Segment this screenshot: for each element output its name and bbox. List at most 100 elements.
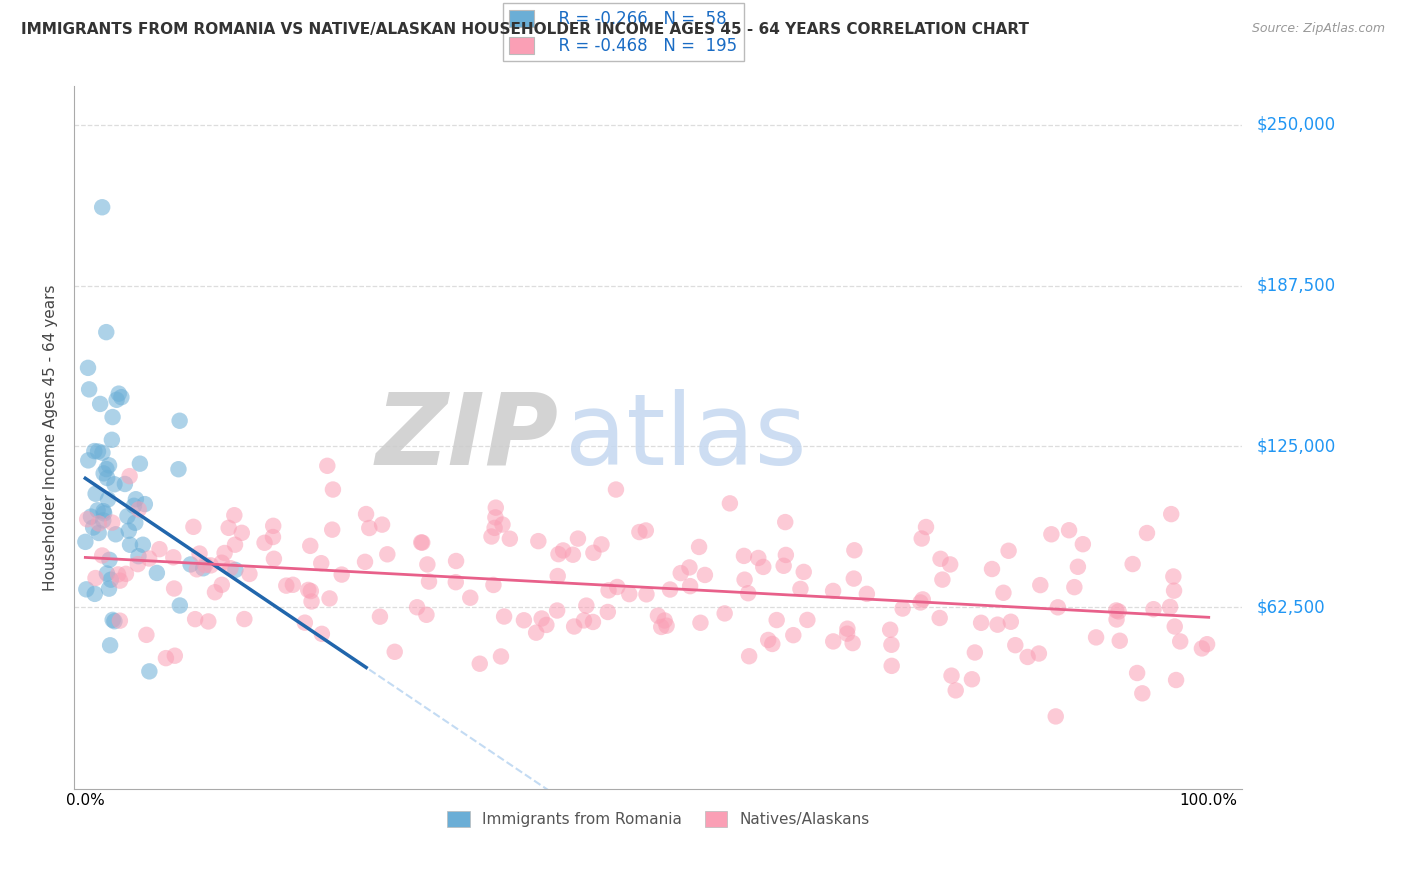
Point <box>482 578 505 592</box>
Point <box>678 560 700 574</box>
Point <box>97 492 120 507</box>
Point <box>1136 526 1159 541</box>
Point <box>693 568 716 582</box>
Point <box>1105 612 1128 626</box>
Point <box>960 673 983 687</box>
Point <box>411 535 433 549</box>
Point <box>299 539 322 553</box>
Point <box>789 582 811 596</box>
Point <box>98 553 121 567</box>
Point <box>650 620 672 634</box>
Point <box>138 665 160 679</box>
Point <box>98 638 121 652</box>
Point <box>163 648 186 663</box>
Point <box>1028 647 1050 661</box>
Point <box>484 521 506 535</box>
Point <box>124 516 146 530</box>
Point <box>761 637 783 651</box>
Point <box>224 508 246 523</box>
Point <box>103 477 125 491</box>
Point <box>262 530 284 544</box>
Point <box>491 517 513 532</box>
Point <box>636 587 658 601</box>
Point <box>481 529 503 543</box>
Point <box>167 462 190 476</box>
Point <box>713 607 735 621</box>
Point <box>842 572 865 586</box>
Point <box>793 565 815 579</box>
Point <box>354 555 377 569</box>
Point <box>91 513 114 527</box>
Point <box>100 573 122 587</box>
Point <box>128 502 150 516</box>
Point <box>83 444 105 458</box>
Point <box>162 550 184 565</box>
Point <box>82 520 104 534</box>
Point <box>86 503 108 517</box>
Point <box>155 651 177 665</box>
Point <box>986 617 1008 632</box>
Point <box>856 587 879 601</box>
Point <box>75 534 97 549</box>
Text: $250,000: $250,000 <box>1257 116 1336 134</box>
Point <box>169 414 191 428</box>
Point <box>782 628 804 642</box>
Point <box>1029 578 1052 592</box>
Text: $125,000: $125,000 <box>1257 437 1336 456</box>
Point <box>928 611 950 625</box>
Point <box>494 609 516 624</box>
Point <box>276 579 298 593</box>
Point <box>654 614 676 628</box>
Point <box>132 538 155 552</box>
Point <box>96 462 118 476</box>
Point <box>1163 569 1185 583</box>
Point <box>606 580 628 594</box>
Point <box>772 558 794 573</box>
Point <box>547 547 569 561</box>
Point <box>1063 580 1085 594</box>
Point <box>93 467 115 481</box>
Point <box>91 549 114 563</box>
Point <box>773 515 796 529</box>
Point <box>844 543 866 558</box>
Point <box>1164 619 1187 633</box>
Point <box>238 566 260 581</box>
Point <box>231 525 253 540</box>
Point <box>180 558 202 572</box>
Point <box>134 497 156 511</box>
Point <box>359 521 381 535</box>
Point <box>146 566 169 580</box>
Point <box>263 551 285 566</box>
Point <box>101 613 124 627</box>
Point <box>546 603 568 617</box>
Point <box>567 532 589 546</box>
Point <box>524 625 547 640</box>
Point <box>316 458 339 473</box>
Point <box>1046 600 1069 615</box>
Point <box>1168 634 1191 648</box>
Point <box>747 551 769 566</box>
Point <box>1071 537 1094 551</box>
Point <box>1197 637 1219 651</box>
Point <box>318 591 340 606</box>
Point <box>93 506 115 520</box>
Point <box>148 542 170 557</box>
Point <box>91 446 114 460</box>
Point <box>738 649 761 664</box>
Point <box>101 410 124 425</box>
Point <box>1105 603 1128 617</box>
Point <box>718 496 741 510</box>
Point <box>118 538 141 552</box>
Point <box>375 547 398 561</box>
Point <box>575 599 598 613</box>
Point <box>489 649 512 664</box>
Point <box>80 509 103 524</box>
Point <box>561 548 583 562</box>
Point <box>756 632 779 647</box>
Point <box>1108 604 1130 618</box>
Point <box>169 599 191 613</box>
Point <box>582 615 605 629</box>
Point <box>84 487 107 501</box>
Y-axis label: Householder Income Ages 45 - 64 years: Householder Income Ages 45 - 64 years <box>44 285 58 591</box>
Point <box>981 562 1004 576</box>
